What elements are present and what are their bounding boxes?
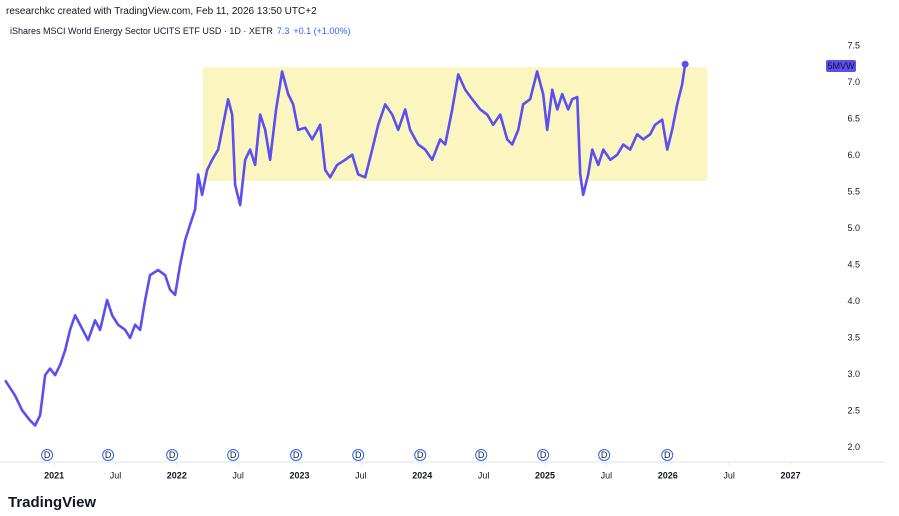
y-tick-label: 2.5 (847, 405, 860, 415)
dividend-marker (414, 449, 427, 461)
x-tick-label: Jul (355, 470, 367, 480)
dividend-label: D (105, 450, 112, 460)
x-tick-label: 2021 (44, 470, 64, 480)
x-tick-label: Jul (232, 470, 244, 480)
x-tick-label: Jul (601, 470, 613, 480)
x-tick-label: Jul (478, 470, 490, 480)
x-tick-label: 2023 (290, 470, 310, 480)
dividend-marker (41, 449, 54, 461)
dividend-marker (598, 449, 611, 461)
dividend-label: D (664, 450, 671, 460)
price-change: +0.1 (+1.00%) (293, 26, 351, 36)
last-price-dot (681, 60, 689, 68)
dividend-label: D (230, 450, 237, 460)
x-tick-label: 2025 (535, 470, 555, 480)
dividend-marker (352, 449, 365, 461)
dividend-label: D (293, 450, 300, 460)
highlight-zone (203, 67, 708, 181)
y-tick-label: 5.0 (847, 223, 860, 233)
dividend-label: D (478, 450, 485, 460)
x-tick-label: 2024 (412, 470, 432, 480)
y-tick-label: 3.5 (847, 332, 860, 342)
last-price: 7.3 (276, 26, 290, 36)
dividend-marker (537, 449, 550, 461)
dividend-label: D (44, 450, 51, 460)
dividend-marker (102, 449, 115, 461)
x-tick-label: 2026 (658, 470, 678, 480)
x-tick-label: Jul (723, 470, 735, 480)
y-tick-label: 7.0 (847, 77, 860, 87)
y-tick-label: 5.5 (847, 186, 860, 196)
x-tick-label: Jul (110, 470, 122, 480)
y-tick-label: 3.0 (847, 369, 860, 379)
dividend-label: D (417, 450, 424, 460)
symbol-line: iShares MSCI World Energy Sector UCITS E… (10, 26, 350, 36)
y-tick-label: 7.5 (847, 40, 860, 50)
dividend-marker (661, 449, 674, 461)
y-tick-label: 4.0 (847, 296, 860, 306)
dividend-marker (475, 449, 488, 461)
y-tick-label: 6.5 (847, 113, 860, 123)
dividend-label: D (540, 450, 547, 460)
dividend-label: D (355, 450, 362, 460)
brand: TradingView (8, 494, 97, 511)
chart: 2.0 2.5 3.0 3.5 4.0 4.5 5.0 5.5 6.0 6.5 7.0 7.5 2021… (0, 40, 885, 480)
legend-badge (826, 60, 856, 72)
credit: researchkc created with TradingView.com,… (6, 6, 317, 17)
dividend-marker (166, 449, 179, 461)
y-tick-label: 2.0 (847, 442, 860, 452)
dividend-label: D (169, 450, 176, 460)
x-tick-label: 2022 (167, 470, 187, 480)
legend-label: 5MVW (828, 61, 856, 71)
dividend-label: D (601, 450, 608, 460)
symbol: iShares MSCI World Energy Sector UCITS E… (10, 26, 273, 36)
dividend-marker (227, 449, 240, 461)
dividend-marker (290, 449, 303, 461)
price-line (4, 64, 687, 427)
y-tick-label: 4.5 (847, 259, 860, 269)
x-tick-label: 2027 (780, 470, 800, 480)
y-tick-label: 6.0 (847, 150, 860, 160)
